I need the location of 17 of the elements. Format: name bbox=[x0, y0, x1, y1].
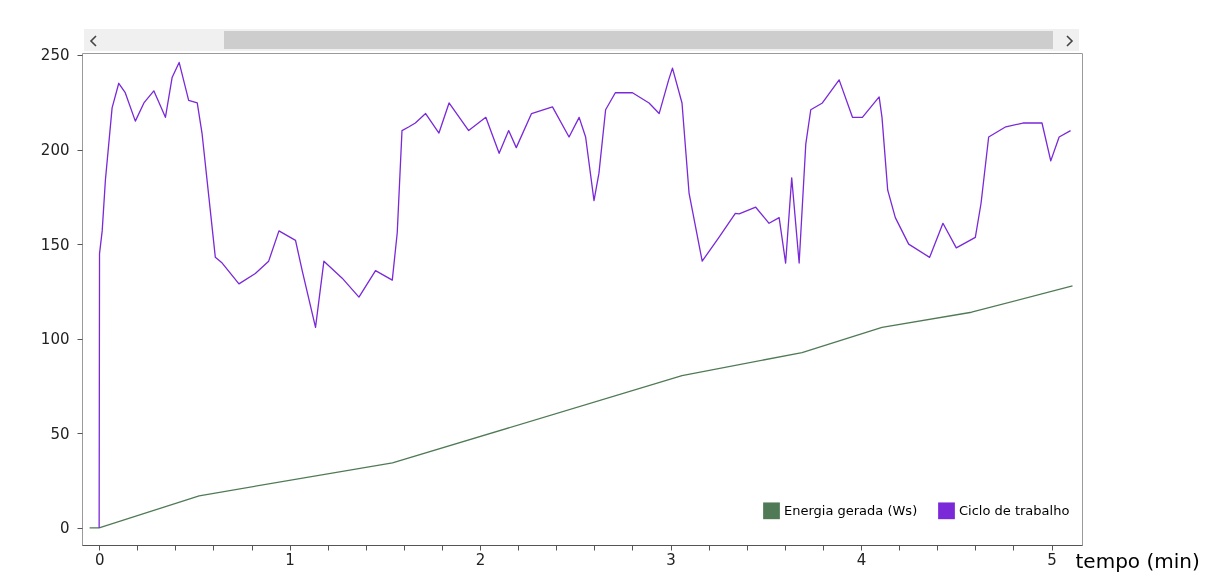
y-tick-label: 150 bbox=[40, 235, 70, 254]
y-tick-label: 250 bbox=[40, 46, 70, 65]
x-tick-label: 2 bbox=[475, 550, 486, 569]
legend-label: Ciclo de trabalho bbox=[959, 502, 1070, 518]
y-tick-label: 0 bbox=[59, 519, 70, 538]
line-series bbox=[88, 285, 1074, 529]
x-axis-title: tempo (min) bbox=[1075, 548, 1200, 573]
x-tick-label: 5 bbox=[1047, 550, 1057, 569]
y-tick-label: 50 bbox=[50, 424, 70, 443]
y-tick-label: 100 bbox=[40, 330, 70, 349]
x-tick-label: 3 bbox=[666, 550, 676, 569]
x-tick-label: 0 bbox=[94, 550, 105, 569]
y-tick-label: 200 bbox=[40, 141, 70, 160]
x-tick-label: 4 bbox=[856, 550, 867, 569]
x-tick-label: 1 bbox=[285, 550, 295, 569]
line-series bbox=[98, 61, 1072, 529]
legend-label: Energia gerada (Ws) bbox=[784, 502, 918, 518]
